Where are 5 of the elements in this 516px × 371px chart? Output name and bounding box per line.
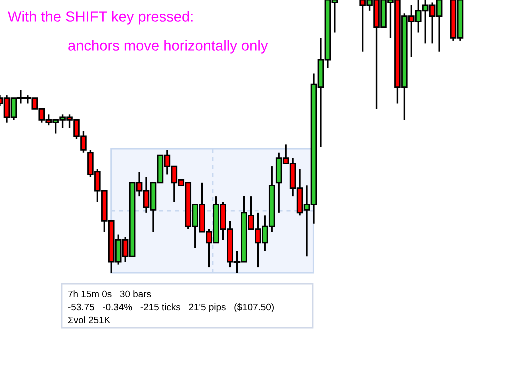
annotation: With the SHIFT key pressed: xyxy=(8,11,193,25)
annotation: anchors move horizontally only xyxy=(68,40,268,54)
text: -53.75 -0.34% -215 ticks 21'5 pips ($107.50) xyxy=(68,304,274,312)
text: Σvol 251K xyxy=(68,316,110,324)
text: 7h 15m 0s 30 bars xyxy=(68,290,152,298)
